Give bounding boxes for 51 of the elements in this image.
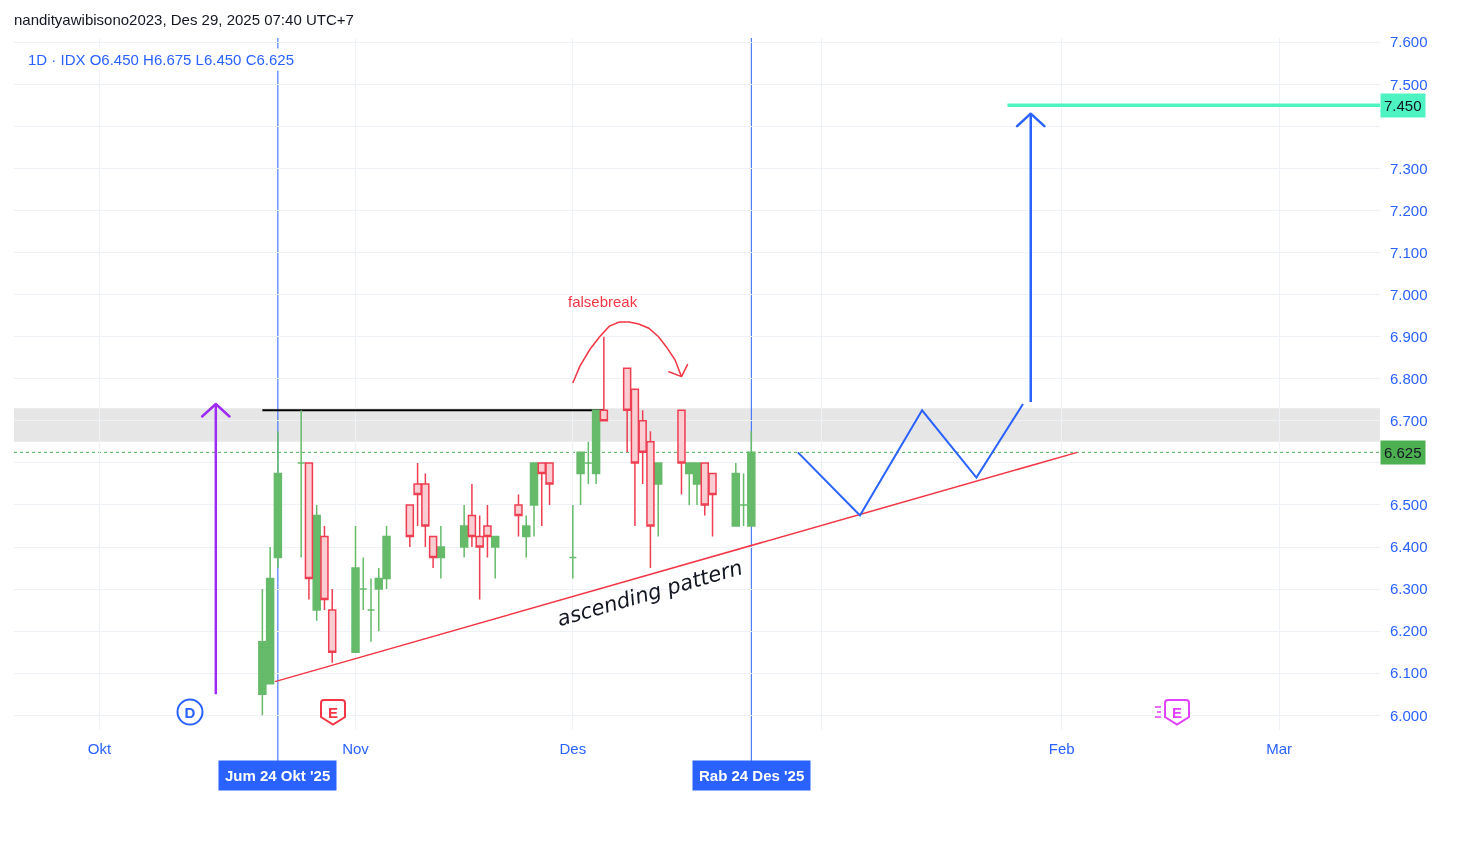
- y-tick-label: 7.500: [1390, 75, 1428, 93]
- candlestick: [436, 525, 446, 580]
- y-tick-label: 6.200: [1390, 622, 1428, 640]
- annotation: E: [327, 704, 339, 721]
- x-tick-label: Okt: [87, 740, 112, 757]
- x-tick-label: Des: [559, 740, 587, 757]
- annotation: D: [184, 704, 196, 721]
- letter-badge-icon: E: [319, 698, 347, 726]
- y-tick-label: 7.200: [1390, 201, 1428, 219]
- candlestick: [529, 462, 539, 538]
- candlestick: [568, 504, 578, 580]
- ref-line-label: Rab 24 Des '25: [699, 767, 805, 784]
- y-tick-label: 6.700: [1390, 412, 1428, 430]
- candlestick: [514, 493, 523, 538]
- y-tick-label: 6.400: [1390, 538, 1428, 556]
- ref-line-label: Jum 24 Okt '25: [225, 767, 331, 784]
- letter-circle-icon: D: [176, 698, 204, 726]
- annotation: E: [1171, 704, 1183, 721]
- data-label: 7.450: [1384, 97, 1422, 114]
- annotation: falsebreak: [568, 293, 638, 310]
- candlestick: [522, 514, 531, 559]
- candlestick: [677, 409, 686, 496]
- chart-title: nandityawibisono2023, Des 29, 2025 07:40 UTC+7: [14, 11, 354, 29]
- y-tick-label: 6.900: [1390, 327, 1428, 345]
- candlestick: [653, 462, 663, 538]
- candlestick: [459, 504, 469, 559]
- y-tick-label: 7.300: [1390, 159, 1428, 177]
- candlestick: [304, 462, 314, 601]
- candlestick: [296, 409, 306, 559]
- y-tick-label: 7.600: [1390, 33, 1428, 51]
- candlestick: [428, 535, 438, 569]
- y-tick-label: 6.500: [1390, 496, 1428, 514]
- candlestick: [273, 430, 283, 569]
- candlestick: [405, 504, 415, 548]
- x-tick-label: Feb: [1048, 740, 1075, 757]
- y-tick-label: 6.800: [1390, 369, 1428, 387]
- x-tick-label: Mar: [1266, 740, 1293, 757]
- candlestick: [320, 525, 329, 611]
- ref-line-label: 6.625: [1384, 444, 1422, 461]
- candlestick: [327, 588, 337, 664]
- y-tick-label: 6.100: [1390, 664, 1428, 682]
- candlestick: [490, 535, 500, 580]
- y-tick-label: 6.000: [1390, 706, 1428, 724]
- line-series: [796, 402, 1024, 517]
- y-tick-label: 6.300: [1390, 580, 1428, 598]
- candlestick: [312, 504, 321, 622]
- candlestick: [366, 577, 376, 643]
- y-tick-label: 7.100: [1390, 243, 1428, 261]
- text: 1D · IDX O6.450 H6.675 L6.450 C6.625: [28, 51, 295, 68]
- x-tick-label: Nov: [342, 740, 370, 757]
- y-tick-label: 7.000: [1390, 285, 1428, 303]
